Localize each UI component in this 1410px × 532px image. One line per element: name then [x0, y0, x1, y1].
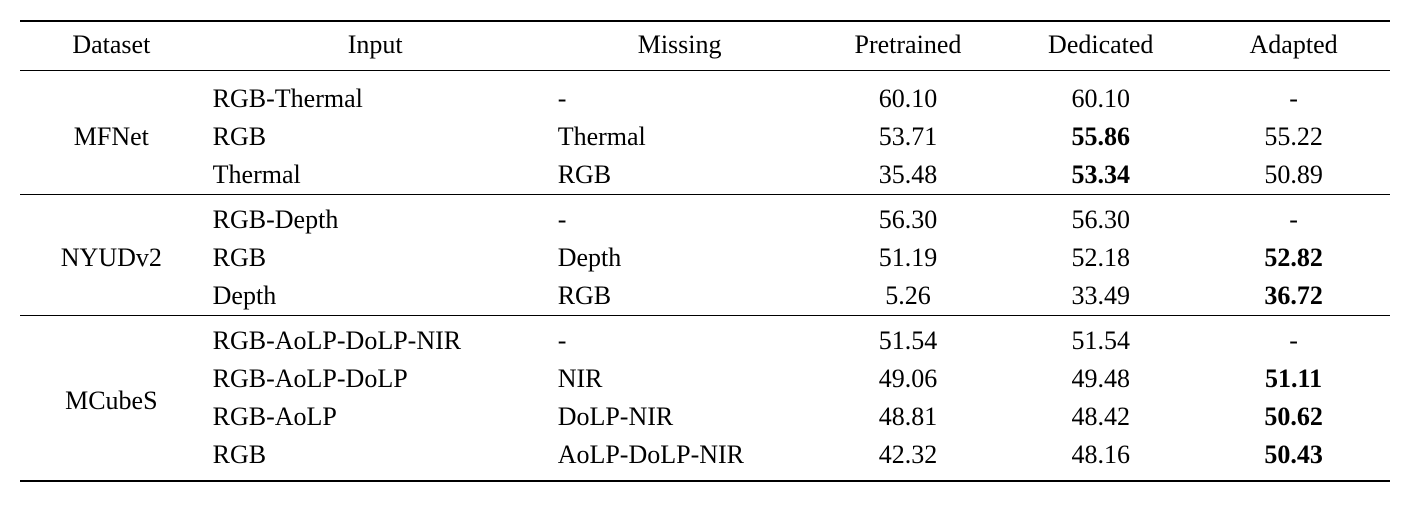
table-row: RGBThermal53.7155.8655.22	[20, 118, 1390, 156]
dedicated-cell: 33.49	[1004, 277, 1197, 316]
table-row: MFNetRGB-Thermal-60.1060.10-	[20, 74, 1390, 118]
pretrained-cell: 49.06	[812, 360, 1005, 398]
col-header-missing: Missing	[548, 21, 812, 71]
input-cell: Depth	[203, 277, 548, 316]
table-row: DepthRGB5.2633.4936.72	[20, 277, 1390, 316]
missing-cell: -	[548, 74, 812, 118]
col-header-pretrained: Pretrained	[812, 21, 1005, 71]
pretrained-cell: 51.19	[812, 239, 1005, 277]
dataset-cell: MFNet	[20, 74, 203, 195]
missing-cell: AoLP-DoLP-NIR	[548, 436, 812, 481]
table-row: RGB-AoLP-DoLPNIR49.0649.4851.11	[20, 360, 1390, 398]
dedicated-cell: 55.86	[1004, 118, 1197, 156]
dedicated-cell: 52.18	[1004, 239, 1197, 277]
dedicated-cell: 56.30	[1004, 195, 1197, 240]
pretrained-cell: 56.30	[812, 195, 1005, 240]
adapted-cell: 50.62	[1197, 398, 1390, 436]
dedicated-cell: 49.48	[1004, 360, 1197, 398]
input-cell: RGB-Depth	[203, 195, 548, 240]
input-cell: RGB-Thermal	[203, 74, 548, 118]
table-row: RGBAoLP-DoLP-NIR42.3248.1650.43	[20, 436, 1390, 481]
adapted-cell: -	[1197, 74, 1390, 118]
results-table-wrapper: Dataset Input Missing Pretrained Dedicat…	[20, 20, 1390, 482]
dedicated-cell: 53.34	[1004, 156, 1197, 195]
adapted-cell: 50.89	[1197, 156, 1390, 195]
input-cell: RGB-AoLP-DoLP	[203, 360, 548, 398]
pretrained-cell: 35.48	[812, 156, 1005, 195]
adapted-cell: 52.82	[1197, 239, 1390, 277]
pretrained-cell: 60.10	[812, 74, 1005, 118]
missing-cell: DoLP-NIR	[548, 398, 812, 436]
missing-cell: RGB	[548, 277, 812, 316]
dataset-cell: NYUDv2	[20, 195, 203, 316]
results-table: Dataset Input Missing Pretrained Dedicat…	[20, 20, 1390, 482]
adapted-cell: 50.43	[1197, 436, 1390, 481]
table-row: RGBDepth51.1952.1852.82	[20, 239, 1390, 277]
input-cell: RGB-AoLP	[203, 398, 548, 436]
dataset-cell: MCubeS	[20, 316, 203, 482]
pretrained-cell: 5.26	[812, 277, 1005, 316]
missing-cell: Thermal	[548, 118, 812, 156]
adapted-cell: -	[1197, 316, 1390, 361]
dedicated-cell: 60.10	[1004, 74, 1197, 118]
pretrained-cell: 53.71	[812, 118, 1005, 156]
table-row: MCubeSRGB-AoLP-DoLP-NIR-51.5451.54-	[20, 316, 1390, 361]
missing-cell: -	[548, 316, 812, 361]
missing-cell: RGB	[548, 156, 812, 195]
col-header-dataset: Dataset	[20, 21, 203, 71]
input-cell: RGB-AoLP-DoLP-NIR	[203, 316, 548, 361]
table-row: ThermalRGB35.4853.3450.89	[20, 156, 1390, 195]
col-header-dedicated: Dedicated	[1004, 21, 1197, 71]
input-cell: RGB	[203, 118, 548, 156]
dedicated-cell: 51.54	[1004, 316, 1197, 361]
col-header-input: Input	[203, 21, 548, 71]
input-cell: RGB	[203, 436, 548, 481]
table-row: NYUDv2RGB-Depth-56.3056.30-	[20, 195, 1390, 240]
table-header-row: Dataset Input Missing Pretrained Dedicat…	[20, 21, 1390, 71]
pretrained-cell: 42.32	[812, 436, 1005, 481]
table-body: MFNetRGB-Thermal-60.1060.10-RGBThermal53…	[20, 74, 1390, 481]
input-cell: Thermal	[203, 156, 548, 195]
adapted-cell: 51.11	[1197, 360, 1390, 398]
col-header-adapted: Adapted	[1197, 21, 1390, 71]
dedicated-cell: 48.42	[1004, 398, 1197, 436]
pretrained-cell: 51.54	[812, 316, 1005, 361]
missing-cell: -	[548, 195, 812, 240]
table-row: RGB-AoLPDoLP-NIR48.8148.4250.62	[20, 398, 1390, 436]
adapted-cell: 36.72	[1197, 277, 1390, 316]
missing-cell: NIR	[548, 360, 812, 398]
adapted-cell: -	[1197, 195, 1390, 240]
missing-cell: Depth	[548, 239, 812, 277]
pretrained-cell: 48.81	[812, 398, 1005, 436]
dedicated-cell: 48.16	[1004, 436, 1197, 481]
adapted-cell: 55.22	[1197, 118, 1390, 156]
input-cell: RGB	[203, 239, 548, 277]
